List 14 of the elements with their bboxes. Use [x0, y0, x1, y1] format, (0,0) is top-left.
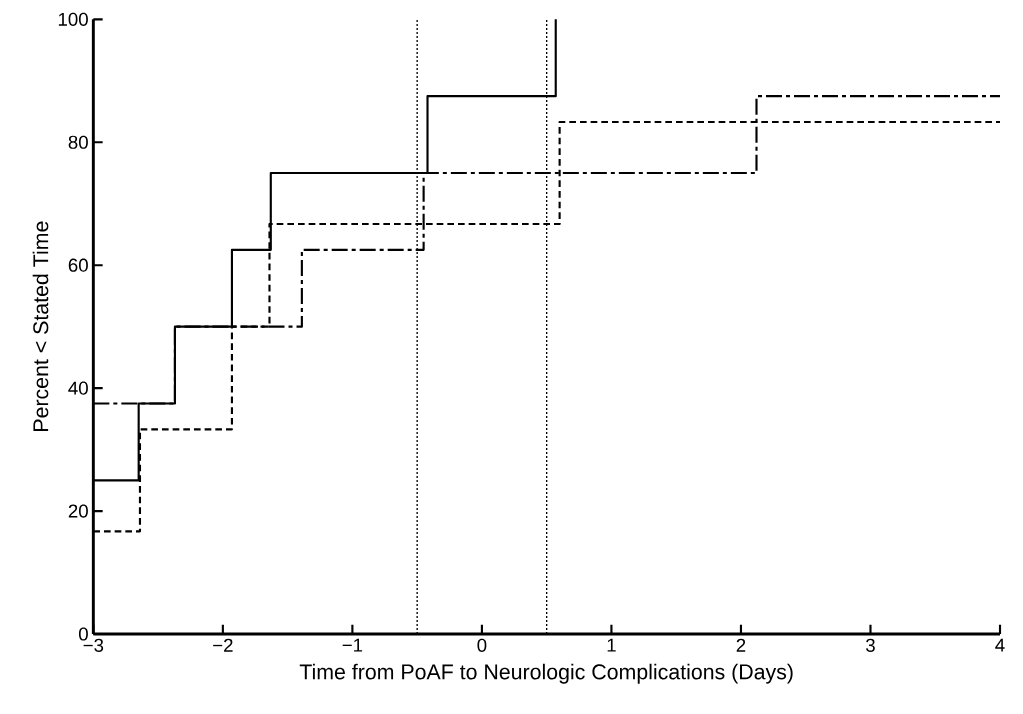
y-tick-label: 20: [68, 504, 88, 518]
y-tick-label: 60: [68, 258, 88, 272]
y-tick-label: 80: [68, 135, 88, 149]
x-tick-label: 3: [866, 638, 875, 652]
x-axis-title: Time from PoAF to Neurologic Complications (Days): [299, 663, 793, 684]
x-tick-label: 0: [477, 638, 487, 652]
x-tick-label: −2: [213, 638, 233, 652]
x-tick-label: 1: [607, 638, 616, 652]
y-tick-label: 40: [68, 381, 88, 395]
x-tick-label: −1: [342, 638, 363, 652]
y-tick-label: 100: [58, 12, 88, 26]
x-tick-label: 2: [736, 638, 746, 652]
x-tick-label: 4: [995, 638, 1005, 652]
y-axis-title: Percent < Stated Time: [32, 221, 49, 431]
